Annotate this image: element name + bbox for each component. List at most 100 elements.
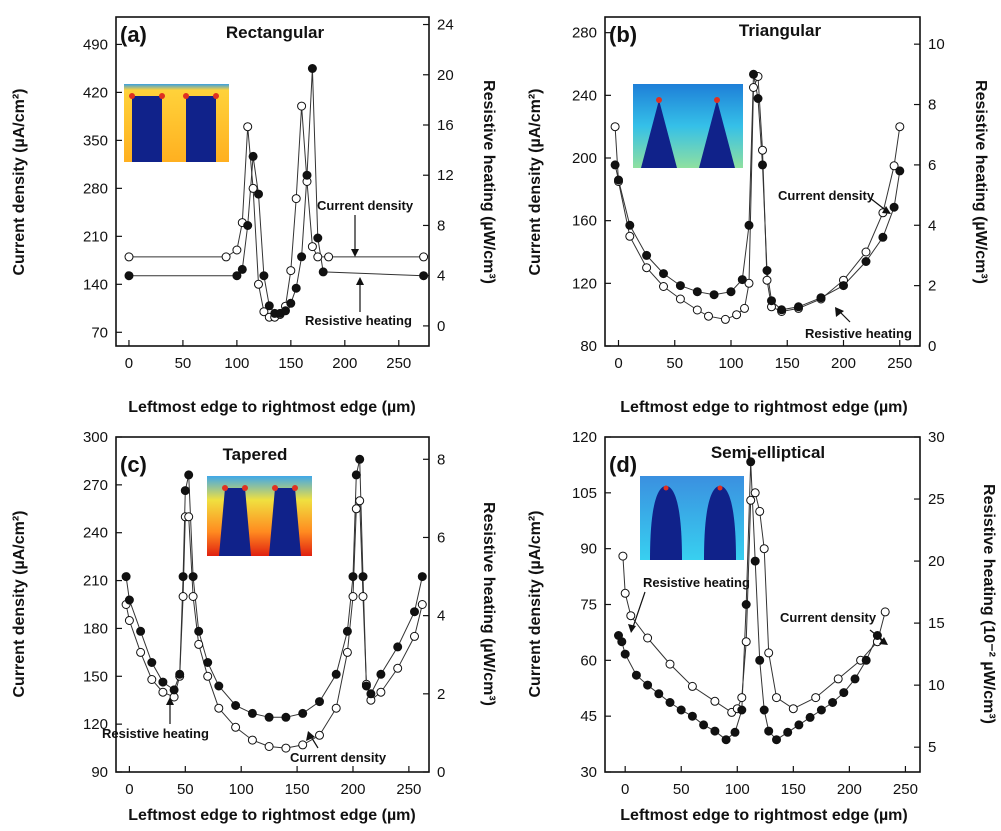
x-tick-label: 100 — [229, 781, 254, 798]
y-left-tick-label: 300 — [83, 429, 108, 446]
point-resistive-heating — [614, 175, 623, 185]
x-tick-label: 100 — [224, 355, 249, 372]
panel-triangular: 0 50 100 150 200 250801201602002402800246810 … — [527, 16, 989, 416]
point-resistive-heating — [767, 296, 776, 306]
point-current-density — [659, 282, 668, 291]
point-resistive-heating — [264, 712, 274, 722]
annotation-current-density: Current density — [780, 610, 877, 625]
panel-semi-elliptical: 0 50 100 150 200 250 30 45 60 75 90 105 120 5 10 15 20 25… — [527, 429, 997, 824]
panel-title: Triangular — [739, 21, 822, 40]
point-current-density — [744, 278, 754, 288]
point-current-density — [188, 592, 198, 601]
point-current-density — [286, 266, 296, 276]
point-resistive-heating — [617, 637, 627, 647]
y-left-tick-label: 70 — [91, 324, 108, 341]
y-right-tick-label: 4 — [437, 268, 445, 285]
point-current-density — [732, 310, 742, 320]
point-resistive-heating — [302, 170, 312, 180]
point-current-density — [750, 488, 760, 498]
point-current-density — [203, 671, 213, 681]
point-current-density — [307, 242, 317, 252]
point-resistive-heating — [366, 689, 376, 699]
y-left-tick-label: 105 — [572, 485, 597, 502]
y-right-tick-label: 0 — [437, 764, 445, 781]
y-left-tick-label: 490 — [83, 36, 108, 53]
point-current-density — [254, 279, 263, 289]
point-current-density — [147, 675, 157, 684]
annotation-resistive-heating: Resistive heating — [305, 313, 412, 328]
point-current-density — [315, 730, 324, 740]
point-current-density — [291, 194, 301, 204]
x-axis-title: Leftmost edge to rightmost edge (µm) — [128, 807, 415, 824]
point-current-density — [221, 252, 231, 262]
point-resistive-heating — [264, 301, 274, 311]
panel-title: Tapered — [223, 445, 288, 464]
panel-rectangular: 0 50 100 150 200 250 70 140 210 280 350 420 490 0 4 8 12… — [11, 16, 497, 416]
point-resistive-heating — [203, 658, 213, 667]
y-left-tick-label: 75 — [580, 597, 597, 614]
point-resistive-heating — [281, 306, 290, 316]
point-resistive-heating — [764, 726, 774, 736]
point-current-density — [281, 743, 291, 753]
point-resistive-heating — [243, 221, 253, 230]
point-current-density — [880, 607, 890, 617]
y-left-tick-label: 45 — [580, 708, 597, 725]
annotation-current-density: Current density — [317, 198, 414, 213]
point-resistive-heating — [895, 166, 905, 176]
point-current-density — [376, 687, 386, 697]
point-resistive-heating — [850, 674, 860, 684]
point-resistive-heating — [861, 655, 871, 665]
point-current-density — [620, 588, 630, 598]
x-tick-label: 150 — [278, 355, 303, 372]
point-resistive-heating — [631, 670, 641, 680]
point-resistive-heating — [777, 305, 787, 315]
panel-title: Semi-elliptical — [711, 443, 825, 462]
x-tick-label: 0 — [125, 355, 133, 372]
annotation-current-density: Current density — [778, 188, 875, 203]
x-tick-label: 200 — [831, 355, 856, 372]
point-resistive-heating — [281, 712, 291, 722]
y-right-tick-label: 16 — [437, 117, 454, 134]
point-resistive-heating — [124, 271, 134, 281]
y-axis-right-title: Resistive heating (10⁻² µW/cm³) — [980, 484, 997, 724]
y-right-tick-label: 15 — [928, 615, 945, 632]
y-right-tick-label: 8 — [437, 451, 445, 468]
point-current-density — [124, 616, 134, 625]
x-tick-label: 250 — [396, 781, 421, 798]
point-resistive-heating — [318, 267, 328, 277]
y-right-tick-label: 6 — [437, 529, 445, 546]
point-current-density — [889, 161, 899, 171]
annotation-resistive-heating: Resistive heating — [643, 575, 750, 590]
point-resistive-heating — [699, 720, 709, 730]
x-tick-label: 100 — [725, 781, 750, 798]
x-tick-label: 250 — [386, 355, 411, 372]
y-left-tick-label: 270 — [83, 477, 108, 494]
inset-rectangular-geometry — [124, 84, 229, 162]
point-current-density — [772, 693, 781, 703]
point-resistive-heating — [361, 681, 371, 691]
point-current-density — [704, 311, 713, 321]
point-current-density — [746, 495, 756, 505]
y-left-tick-label: 80 — [580, 338, 597, 355]
point-current-density — [351, 504, 361, 514]
point-resistive-heating — [783, 727, 793, 737]
point-current-density — [419, 252, 429, 262]
point-current-density — [313, 252, 323, 262]
y-right-tick-label: 20 — [928, 553, 945, 570]
point-resistive-heating — [665, 698, 675, 707]
annotation-arrow-head — [351, 249, 359, 257]
y-left-tick-label: 350 — [83, 132, 108, 149]
y-left-tick-label: 240 — [572, 87, 597, 104]
x-tick-label: 0 — [614, 355, 622, 372]
point-resistive-heating — [231, 701, 241, 710]
panel-letter: (a) — [120, 22, 147, 47]
point-resistive-heating — [839, 688, 849, 698]
y-axis-left-title: Current density (µA/cm²) — [527, 510, 544, 697]
y-left-tick-label: 420 — [83, 84, 108, 101]
y-left-tick-label: 120 — [83, 716, 108, 733]
point-resistive-heating — [762, 266, 772, 275]
y-axis-right-title: Resistive heating (µW/cm³) — [972, 80, 989, 284]
point-current-density — [297, 101, 307, 111]
point-resistive-heating — [878, 232, 888, 242]
point-current-density — [643, 633, 653, 643]
